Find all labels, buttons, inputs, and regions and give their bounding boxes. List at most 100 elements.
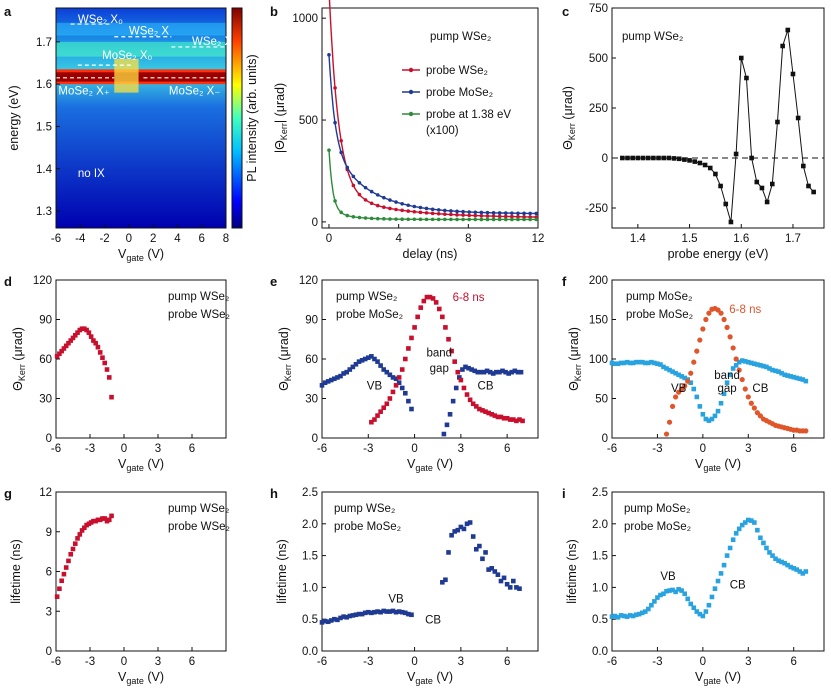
- x-tick-label: 6: [199, 233, 205, 245]
- data-point: [375, 413, 380, 418]
- data-point: [384, 401, 390, 407]
- data-point: [102, 360, 108, 366]
- data-point: [749, 155, 754, 161]
- panel-a: 1.3 1.4 1.5 1.6 1.7 -6 -4 -2 0 2 4 6 8 a WSe₂ X₀ WSe₂ X…: [4, 4, 259, 263]
- legend-entry: pump WSe₂: [168, 291, 229, 303]
- data-point: [764, 545, 769, 551]
- data-point: [691, 605, 697, 611]
- y-tick-label: 1.3: [36, 206, 52, 218]
- data-point: [733, 151, 739, 157]
- data-point: [633, 359, 639, 365]
- data-point: [727, 545, 733, 551]
- data-point: [394, 207, 398, 212]
- y-tick-label: 30: [39, 394, 52, 406]
- data-point: [643, 609, 648, 614]
- data-point: [673, 589, 678, 595]
- data-point: [484, 368, 490, 374]
- data-point: [335, 617, 340, 623]
- data-point: [430, 296, 436, 301]
- x-tick-label: 6: [189, 656, 195, 668]
- data-point: [671, 156, 677, 161]
- data-point: [769, 181, 775, 187]
- data-point: [503, 214, 508, 219]
- data-point: [761, 363, 766, 369]
- annotation: no IX: [78, 168, 105, 180]
- data-point: [393, 609, 399, 615]
- data-point: [372, 417, 377, 422]
- y-tick-label: 1.0: [592, 582, 608, 594]
- x-tick-label: 3: [155, 656, 161, 668]
- data-point: [369, 419, 374, 425]
- data-point: [736, 526, 742, 532]
- data-point: [473, 213, 478, 218]
- data-point: [335, 375, 340, 380]
- x-tick-label: 0: [700, 656, 706, 668]
- plot-frame: [55, 279, 227, 439]
- annotation: VB: [388, 594, 404, 606]
- data-point: [489, 566, 495, 571]
- data-point: [486, 410, 491, 416]
- data-point: [748, 400, 754, 406]
- data-point: [382, 217, 386, 221]
- data-point: [91, 338, 96, 343]
- data-point: [424, 294, 430, 300]
- y-tick-label: 1.7: [36, 37, 52, 49]
- data-point: [649, 359, 654, 365]
- x-axis-label: Vgate (V): [407, 457, 453, 473]
- data-point: [443, 217, 447, 222]
- data-point: [718, 310, 724, 316]
- y-tick-label: 750: [589, 3, 608, 15]
- data-point: [758, 363, 763, 368]
- data-point: [458, 377, 464, 383]
- data-point: [375, 609, 380, 614]
- data-point: [518, 369, 524, 375]
- y-tick-label: 0.0: [302, 646, 318, 658]
- data-point: [761, 540, 766, 546]
- data-point: [517, 586, 522, 591]
- data-point: [441, 431, 447, 437]
- data-point: [658, 362, 663, 367]
- data-point: [82, 525, 87, 531]
- data-point: [663, 431, 670, 437]
- data-point: [752, 361, 757, 367]
- data-point: [516, 214, 520, 219]
- data-point: [427, 294, 433, 300]
- annotation: 6-8 ns: [729, 304, 761, 316]
- data-point: [357, 215, 362, 220]
- data-point: [800, 377, 806, 382]
- data-point: [652, 360, 657, 366]
- data-point: [480, 556, 485, 562]
- x-axis-label: Vgate (V): [695, 457, 741, 473]
- data-point: [733, 531, 739, 536]
- data-point: [328, 618, 334, 623]
- data-point: [528, 215, 532, 219]
- data-point: [72, 333, 78, 338]
- data-point: [752, 520, 757, 525]
- legend-marker: [408, 67, 414, 73]
- y-tick-label: 0.5: [592, 614, 608, 626]
- data-point: [742, 520, 748, 525]
- data-point: [61, 346, 67, 351]
- data-point: [514, 585, 519, 590]
- data-point: [803, 428, 809, 434]
- data-point: [497, 217, 502, 222]
- panel-letter: c: [562, 4, 569, 19]
- data-point: [365, 609, 371, 615]
- data-point: [322, 380, 328, 385]
- data-point: [100, 355, 105, 360]
- data-point: [688, 380, 694, 385]
- panel-e: 0 30 60 90 120 -6 -3 0 3 6 e pump WSe₂ probe MoSe₂ 6-…: [270, 274, 539, 473]
- data-point: [755, 527, 760, 533]
- x-tick-label: 3: [745, 656, 751, 668]
- data-point: [797, 376, 803, 382]
- data-point: [794, 375, 800, 381]
- data-point: [351, 183, 356, 188]
- data-point: [498, 578, 504, 584]
- x-axis-label: Vgate (V): [118, 670, 164, 686]
- data-point: [627, 613, 633, 618]
- data-point: [467, 210, 471, 214]
- data-point: [667, 367, 672, 373]
- data-point: [436, 208, 441, 212]
- data-point: [709, 594, 715, 600]
- y-tick-label: 1000: [292, 13, 318, 25]
